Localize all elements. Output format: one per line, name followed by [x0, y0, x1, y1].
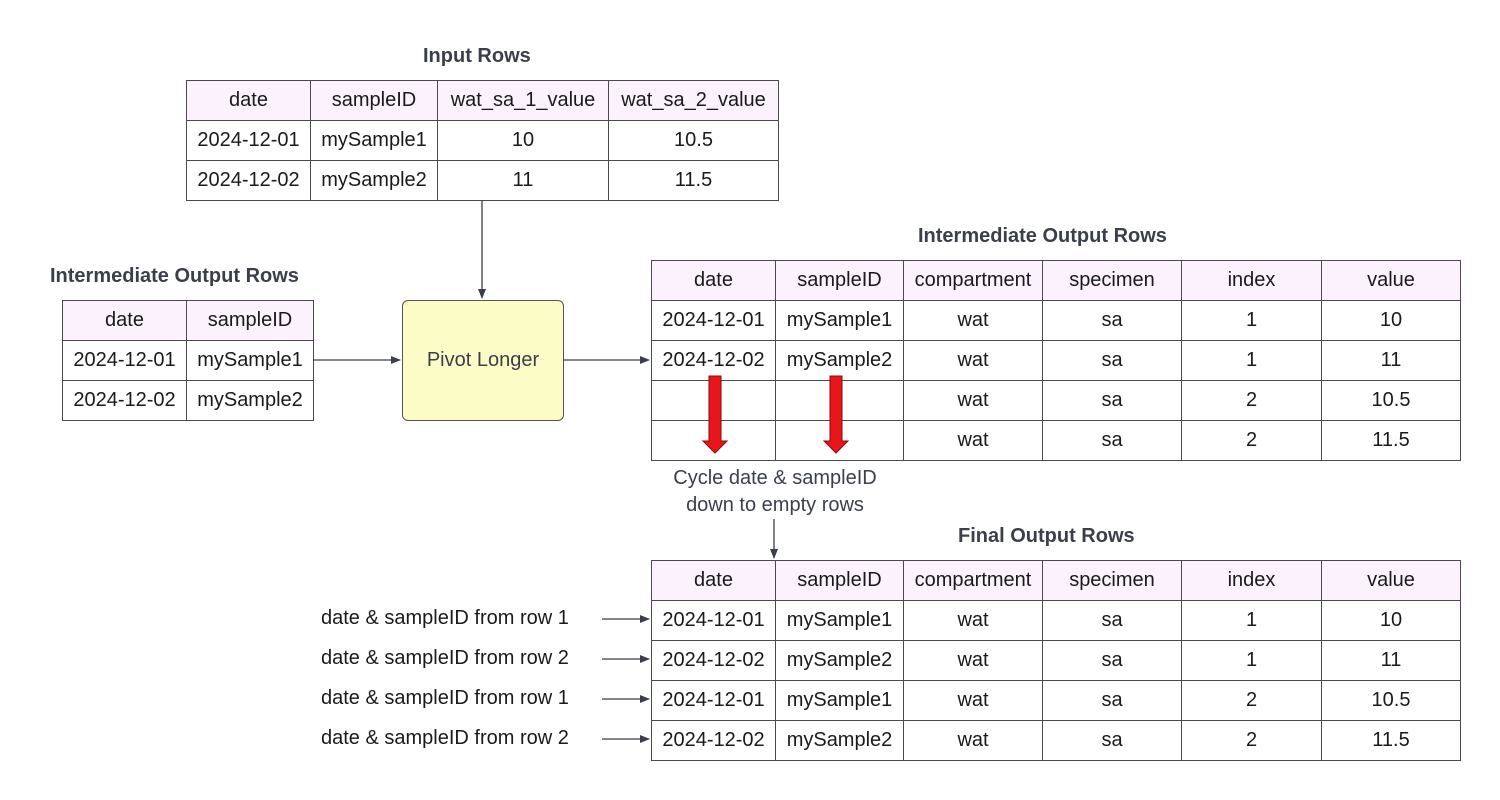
- left-intermediate-title: Intermediate Output Rows: [50, 265, 299, 287]
- table-cell: 2024-12-02: [62, 380, 187, 421]
- final-output-table: date sampleID compartment specimen index…: [651, 560, 1461, 761]
- table-cell: mySample1: [186, 340, 314, 381]
- header-cell: index: [1181, 560, 1322, 601]
- table-cell: wat: [903, 340, 1043, 381]
- table-cell: 11: [1321, 640, 1461, 681]
- table-cell: 11.5: [608, 160, 779, 201]
- pivot-longer-label: Pivot Longer: [426, 349, 540, 371]
- header-cell: specimen: [1042, 560, 1182, 601]
- table-cell: 2024-12-02: [651, 340, 776, 381]
- table-cell: 10.5: [1321, 380, 1461, 421]
- table-cell: 2: [1181, 720, 1322, 761]
- red-down-arrow-sampleid: [822, 375, 850, 454]
- table-cell: mySample1: [775, 600, 904, 641]
- table-cell: 11.5: [1321, 420, 1461, 461]
- table-cell: sa: [1042, 300, 1182, 341]
- table-cell: 1: [1181, 640, 1322, 681]
- header-cell: compartment: [903, 260, 1043, 301]
- row-source-label: date & sampleID from row 1: [321, 687, 569, 709]
- header-cell: index: [1181, 260, 1322, 301]
- table-cell: 11: [437, 160, 609, 201]
- table-cell: 2: [1181, 380, 1322, 421]
- table-cell: sa: [1042, 600, 1182, 641]
- header-cell: wat_sa_2_value: [608, 80, 779, 121]
- table-header-row: date sampleID compartment specimen index…: [651, 260, 1461, 301]
- final-rows-title: Final Output Rows: [958, 525, 1135, 547]
- table-cell: wat: [903, 720, 1043, 761]
- table-cell: mySample2: [186, 380, 314, 421]
- table-cell: 10.5: [608, 120, 779, 161]
- table-cell: 2024-12-01: [651, 300, 776, 341]
- left-intermediate-table: date sampleID 2024-12-01 mySample1 2024-…: [62, 300, 314, 421]
- table-cell: 11: [1321, 340, 1461, 381]
- table-row: 2024-12-01 mySample1 wat sa 1 10: [651, 300, 1461, 341]
- table-header-row: date sampleID wat_sa_1_value wat_sa_2_va…: [186, 80, 779, 121]
- cycle-note-line-1: Cycle date & sampleID: [673, 467, 877, 489]
- table-cell: 2: [1181, 680, 1322, 721]
- cycle-note-line-2: down to empty rows: [686, 494, 864, 516]
- row-source-label: date & sampleID from row 2: [321, 647, 569, 669]
- header-cell: date: [186, 80, 311, 121]
- table-row: 2024-12-01 mySample1 wat sa 1 10: [651, 600, 1461, 641]
- table-cell: 10: [437, 120, 609, 161]
- table-row: 2024-12-01 mySample1: [62, 340, 314, 381]
- header-cell: date: [651, 560, 776, 601]
- table-cell: sa: [1042, 420, 1182, 461]
- table-cell: 2024-12-02: [186, 160, 311, 201]
- input-rows-title: Input Rows: [423, 45, 531, 67]
- table-cell: wat: [903, 420, 1043, 461]
- row-source-label: date & sampleID from row 1: [321, 607, 569, 629]
- table-cell: sa: [1042, 680, 1182, 721]
- row-source-label: date & sampleID from row 2: [321, 727, 569, 749]
- table-cell: wat: [903, 380, 1043, 421]
- header-cell: specimen: [1042, 260, 1182, 301]
- table-cell: 1: [1181, 300, 1322, 341]
- header-cell: date: [62, 300, 187, 341]
- table-row: wat sa 2 10.5: [651, 380, 1461, 421]
- table-cell: 2024-12-02: [651, 720, 776, 761]
- table-cell: mySample2: [310, 160, 438, 201]
- pivot-longer-box: Pivot Longer: [402, 300, 564, 421]
- table-cell: mySample1: [775, 680, 904, 721]
- table-cell: 10: [1321, 600, 1461, 641]
- table-cell: 2024-12-01: [186, 120, 311, 161]
- table-cell: 2: [1181, 420, 1322, 461]
- red-down-arrow-date: [701, 375, 729, 454]
- intermediate-rows-title: Intermediate Output Rows: [918, 225, 1167, 247]
- table-cell: 1: [1181, 600, 1322, 641]
- table-cell: 11.5: [1321, 720, 1461, 761]
- table-row: 2024-12-01 mySample1 wat sa 2 10.5: [651, 680, 1461, 721]
- header-cell: sampleID: [775, 260, 904, 301]
- table-cell: 2024-12-01: [651, 600, 776, 641]
- table-row: 2024-12-02 mySample2 wat sa 1 11: [651, 640, 1461, 681]
- header-cell: value: [1321, 560, 1461, 601]
- table-cell: 2024-12-02: [651, 640, 776, 681]
- input-rows-table: date sampleID wat_sa_1_value wat_sa_2_va…: [186, 80, 779, 201]
- header-cell: sampleID: [775, 560, 904, 601]
- table-cell: sa: [1042, 640, 1182, 681]
- table-row: 2024-12-02 mySample2 11 11.5: [186, 160, 779, 201]
- table-row: 2024-12-02 mySample2: [62, 380, 314, 421]
- table-cell: wat: [903, 600, 1043, 641]
- table-cell: sa: [1042, 720, 1182, 761]
- table-cell: mySample2: [775, 720, 904, 761]
- intermediate-output-table: date sampleID compartment specimen index…: [651, 260, 1461, 461]
- table-row: 2024-12-01 mySample1 10 10.5: [186, 120, 779, 161]
- header-cell: sampleID: [310, 80, 438, 121]
- table-row: 2024-12-02 mySample2 wat sa 2 11.5: [651, 720, 1461, 761]
- table-header-row: date sampleID compartment specimen index…: [651, 560, 1461, 601]
- header-cell: wat_sa_1_value: [437, 80, 609, 121]
- table-header-row: date sampleID: [62, 300, 314, 341]
- table-cell: wat: [903, 640, 1043, 681]
- table-row: 2024-12-02 mySample2 wat sa 1 11: [651, 340, 1461, 381]
- cycle-note: Cycle date & sampleID down to empty rows: [640, 465, 910, 519]
- table-cell: mySample2: [775, 640, 904, 681]
- header-cell: sampleID: [186, 300, 314, 341]
